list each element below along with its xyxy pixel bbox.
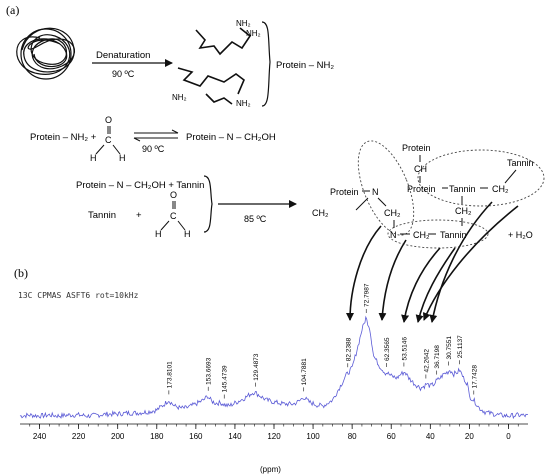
network-plus-h2o: + H₂O (508, 230, 533, 240)
x-axis-unit: (ppm) (260, 465, 281, 474)
protein-oval-left (357, 140, 415, 236)
brace-step3 (203, 175, 213, 233)
network-tannin-mid: Tannin (449, 184, 476, 194)
amine-label-3: NH₂ (172, 93, 187, 102)
network-ch2-right: CH₂ (492, 184, 509, 194)
step3-aldehyde-h2: H (184, 229, 191, 239)
x-tick-label: 80 (348, 432, 357, 441)
step2-bond-h2 (112, 144, 121, 155)
peak-label: 82.2388 (345, 337, 352, 361)
network-ch: CH (414, 164, 427, 174)
network-ch2-left: CH₂ (312, 208, 329, 218)
step2-aldehyde-h2: H (119, 153, 126, 163)
peak-label: 62.3565 (384, 337, 391, 361)
step3-temp: 85 ºC (244, 214, 267, 224)
x-tick-label: 160 (189, 432, 203, 441)
step2-bond-h1 (95, 144, 105, 155)
peak-label: 153.6693 (206, 357, 213, 384)
step3-aldehyde-o: O (170, 190, 177, 200)
peak-label: 42.2642 (423, 349, 430, 373)
step3-tannin: Tannin (88, 210, 116, 221)
network-n-bottom: N (390, 230, 397, 240)
network-protein-left: Protein (330, 187, 359, 197)
x-tick-label: 200 (111, 432, 125, 441)
x-tick-label: 120 (267, 432, 281, 441)
peak-labels: 173.8101 153.6693 145.4739 129.4873 104.7881… (166, 283, 478, 399)
step2-temp: 90 ºC (142, 144, 165, 154)
bond-h (377, 197, 387, 207)
denaturation-label: Denaturation (96, 50, 150, 61)
amine-label-4: NH₂ (236, 99, 251, 108)
peak-label: 129.4873 (253, 353, 260, 380)
network-tannin-bottom: Tannin (440, 230, 467, 240)
panel-a-label: (a) (6, 3, 19, 17)
x-tick-label: 240 (33, 432, 47, 441)
protein-nh2-product: Protein – NH₂ (276, 60, 334, 71)
x-tick-label: 220 (72, 432, 86, 441)
step2-product: Protein – N – CH₂OH (186, 132, 276, 143)
network-protein-top: Protein (402, 143, 431, 153)
network-ch2-lower: CH₂ (455, 206, 472, 216)
network-protein-mid: Protein (407, 184, 436, 194)
step3-bond-h2 (177, 220, 186, 231)
x-tick-label: 20 (465, 432, 474, 441)
step3-bond-h1 (160, 220, 170, 231)
x-tick-label: 100 (306, 432, 320, 441)
step2-reactant: Protein – NH₂ + (30, 132, 97, 143)
x-tick-label: 40 (426, 432, 435, 441)
step3-aldehyde-c: C (170, 211, 177, 221)
peak-label: 53.5146 (401, 337, 408, 361)
nmr-spectrum: 173.8101 153.6693 145.4739 129.4873 104.7881… (19, 283, 529, 474)
native-protein-coil (16, 27, 75, 80)
panel-b-label: (b) (14, 266, 28, 280)
network-tannin-right: Tannin (507, 158, 534, 168)
step3-aldehyde-h1: H (155, 229, 162, 239)
x-tick-label: 180 (150, 432, 164, 441)
amine-label-1: NH₂ (236, 19, 251, 28)
tannin-oval-bottom (387, 219, 489, 249)
x-tick-label: 140 (228, 432, 242, 441)
x-ticks: 240 220 200 180 160 140 120 100 80 60 40 20 0 (29, 424, 519, 441)
network-n-left: N (372, 187, 379, 197)
peak-label: 25.1137 (457, 335, 464, 358)
amine-label-2: NH₂ (246, 29, 261, 38)
tannin-oval-right (417, 149, 545, 207)
unfolded-protein-strands (177, 27, 252, 105)
assignment-arrows (346, 201, 519, 323)
peak-label: 72.7987 (364, 283, 371, 307)
spectrum-line (19, 315, 529, 420)
peak-label: 145.4739 (222, 365, 229, 392)
brace-step1 (261, 21, 271, 107)
step3-plus: + (136, 210, 142, 221)
peak-label: 30.7551 (446, 336, 453, 360)
bond-e (504, 169, 517, 184)
network-ch2-bottom: CH₂ (413, 230, 430, 240)
step2-aldehyde-c: C (105, 135, 112, 145)
peak-label: 104.7881 (301, 358, 308, 385)
crosslinked-network: Protein CH Protein Tannin CH₂ Tannin Pro… (312, 140, 545, 249)
peak-label: 17.7428 (471, 365, 478, 389)
step2-aldehyde-o: O (105, 115, 112, 125)
denaturation-temp: 90 ºC (112, 69, 135, 79)
x-tick-label: 60 (387, 432, 396, 441)
spectrum-caption: 13C CPMAS ASFT6 rot=10kHz (18, 291, 139, 300)
peak-label: 36.7198 (434, 345, 441, 369)
bond-g (355, 197, 369, 211)
network-ch2-center: CH₂ (384, 208, 401, 218)
x-tick-label: 0 (506, 432, 511, 441)
peak-label: 173.8101 (166, 361, 173, 388)
step2-aldehyde-h1: H (90, 153, 97, 163)
step3-line1: Protein – N – CH₂OH + Tannin (76, 180, 204, 191)
equilibrium-arrows (133, 129, 179, 142)
